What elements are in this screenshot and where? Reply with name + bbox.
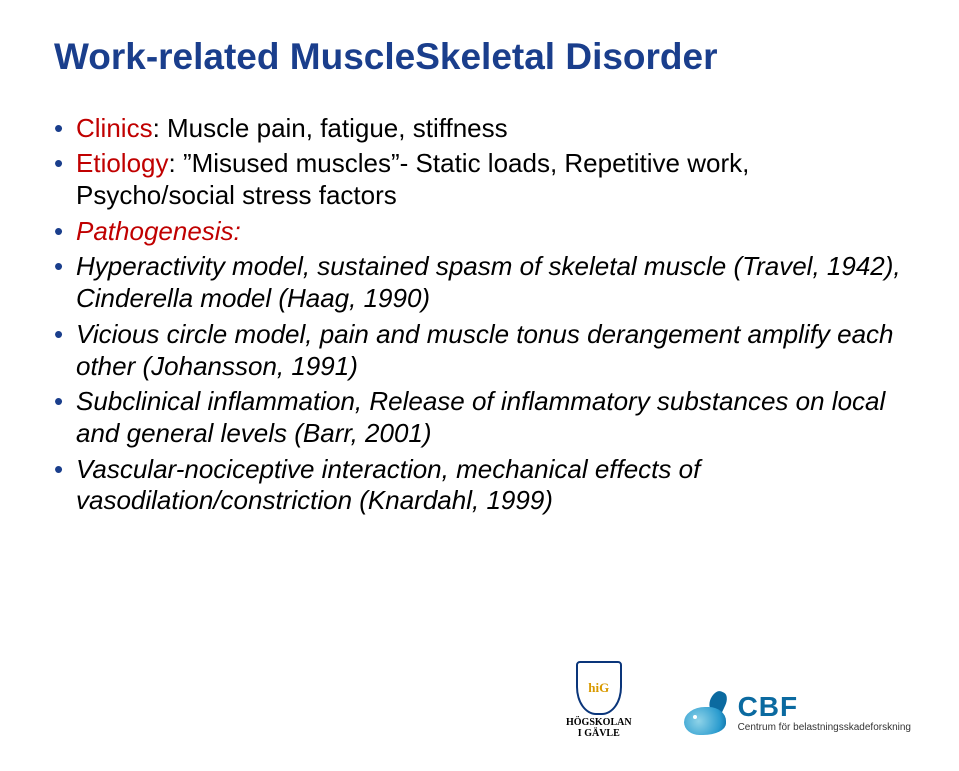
slide: Work-related MuscleSkeletal Disorder Cli… <box>0 0 959 771</box>
list-item: Vascular-nociceptive interaction, mechan… <box>54 454 905 517</box>
hig-caption: HÖGSKOLAN I GÄVLE <box>566 718 632 739</box>
cbf-text: CBF Centrum för belastningsskadeforsknin… <box>738 693 911 733</box>
list-item: Subclinical inflammation, Release of inf… <box>54 386 905 449</box>
bullet-text: Subclinical inflammation, Release of inf… <box>76 386 885 448</box>
hogskolan-gavle-logo: hiG HÖGSKOLAN I GÄVLE <box>566 661 632 739</box>
cbf-subtitle: Centrum för belastningsskadeforskning <box>738 723 911 733</box>
list-item: Etiology: ”Misused muscles”- Static load… <box>54 148 905 211</box>
cbf-title: CBF <box>738 693 911 721</box>
list-item: Pathogenesis: <box>54 216 905 248</box>
cbf-mark-icon <box>684 687 728 739</box>
hig-line1: HÖGSKOLAN <box>566 717 632 728</box>
hig-line2: I GÄVLE <box>578 728 620 739</box>
shield-text: hiG <box>588 680 609 696</box>
bullet-text: Hyperactivity model, sustained spasm of … <box>76 251 901 313</box>
bullet-label: Etiology <box>76 148 169 178</box>
list-item: Vicious circle model, pain and muscle to… <box>54 319 905 382</box>
bullet-text: Vascular-nociceptive interaction, mechan… <box>76 454 700 516</box>
slide-title: Work-related MuscleSkeletal Disorder <box>54 36 905 79</box>
list-item: Clinics: Muscle pain, fatigue, stiffness <box>54 113 905 145</box>
list-item: Hyperactivity model, sustained spasm of … <box>54 251 905 314</box>
bullet-text: : Muscle pain, fatigue, stiffness <box>153 113 508 143</box>
footer-logos: hiG HÖGSKOLAN I GÄVLE CBF Centrum för be… <box>566 661 911 739</box>
shield-icon: hiG <box>576 661 622 715</box>
bullet-text: : ”Misused muscles”- Static loads, Repet… <box>76 148 749 210</box>
bullet-label: Pathogenesis: <box>76 216 241 246</box>
bullet-label: Clinics <box>76 113 153 143</box>
cbf-logo: CBF Centrum för belastningsskadeforsknin… <box>684 687 911 739</box>
bullet-list: Clinics: Muscle pain, fatigue, stiffness… <box>54 113 905 518</box>
bullet-text: Vicious circle model, pain and muscle to… <box>76 319 894 381</box>
